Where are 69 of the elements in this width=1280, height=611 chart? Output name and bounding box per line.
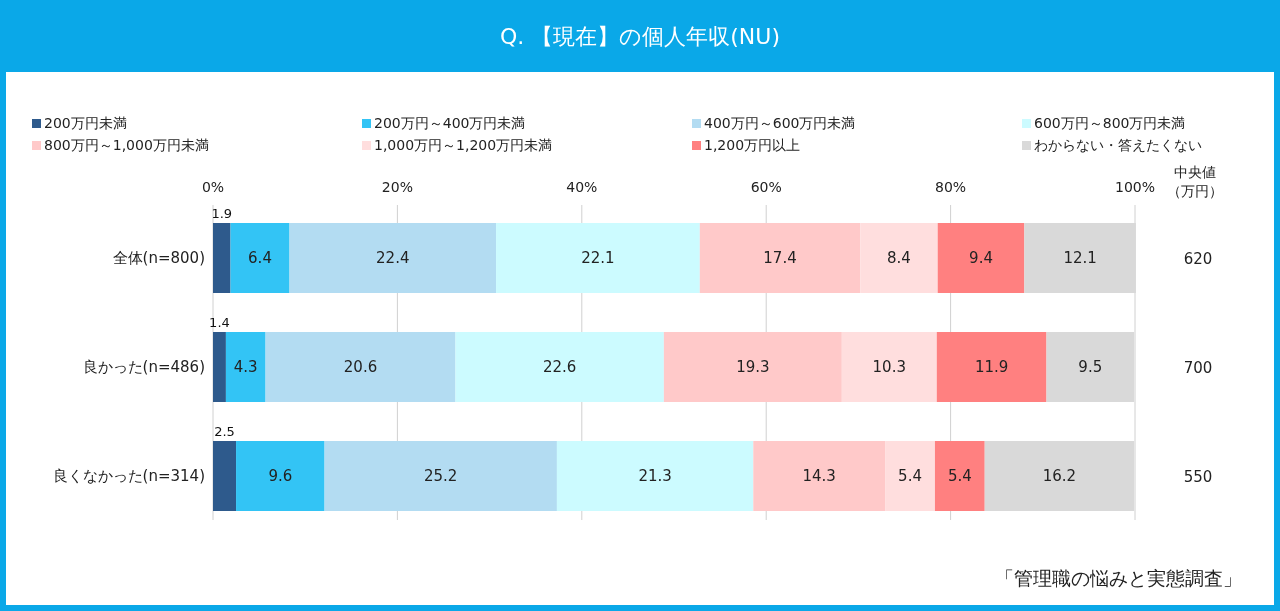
data-label: 2.5 — [214, 424, 235, 439]
text: 550 — [1183, 468, 1213, 486]
x-tick-label: 40% — [566, 179, 598, 195]
data-label: 22.6 — [542, 358, 577, 376]
bar — [663, 332, 842, 402]
data-label: 11.9 — [974, 358, 1009, 376]
bar — [265, 332, 456, 402]
text: 700 — [1183, 359, 1213, 377]
bar — [213, 441, 237, 511]
data-label: 1.9 — [211, 206, 233, 221]
legend-label: 1,200万円以上 — [704, 137, 801, 153]
bar — [934, 441, 985, 511]
bar — [225, 332, 266, 402]
data-label: 9.5 — [1078, 358, 1103, 376]
legend-label: 400万円～600万円未満 — [704, 115, 856, 131]
data-label: 4.3 — [233, 358, 258, 376]
y-tick-label: 全体(n=800) — [112, 249, 205, 267]
x-tick-label: 80% — [935, 179, 967, 195]
bar — [860, 223, 938, 293]
data-label: 10.3 — [872, 358, 906, 376]
data-label: 17.4 — [763, 249, 797, 267]
bar — [937, 223, 1025, 293]
data-label: 1.4 — [209, 315, 230, 330]
data-label: 8.4 — [887, 249, 911, 267]
data-label: 21.3 — [638, 467, 672, 485]
y-tick-label: 良くなかった(n=314) — [52, 467, 205, 485]
bar — [324, 441, 557, 511]
bar — [556, 441, 754, 511]
bar — [841, 332, 937, 402]
bar — [699, 223, 861, 293]
data-label: 5.4 — [898, 467, 922, 485]
x-tick-label: 0% — [201, 179, 225, 195]
data-label: 22.4 — [376, 249, 410, 267]
x-tick-label: 60% — [750, 179, 782, 195]
data-label: 6.4 — [248, 249, 272, 267]
bar — [496, 223, 700, 293]
x-tick-label: 100% — [1114, 179, 1156, 195]
bar — [213, 223, 231, 293]
legend-label: 600万円～800万円未満 — [1034, 115, 1186, 131]
bar — [289, 223, 497, 293]
bar — [236, 441, 325, 511]
data-label: 22.1 — [581, 249, 615, 267]
bar — [455, 332, 664, 402]
text: 620 — [1183, 250, 1213, 268]
data-label: 14.3 — [802, 467, 836, 485]
y-tick-label: 良かった(n=486) — [82, 358, 205, 376]
legend-label: 1,000万円～1,200万円未満 — [374, 137, 553, 153]
data-label: 20.6 — [343, 358, 378, 376]
bar — [936, 332, 1047, 402]
data-label: 9.4 — [969, 249, 993, 267]
bar — [885, 441, 935, 511]
legend-label: 800万円～1,000万円未満 — [44, 137, 209, 153]
text: （万円） — [1167, 183, 1223, 199]
data-label: 25.2 — [424, 467, 458, 485]
bar — [213, 332, 226, 402]
data-label: 12.1 — [1063, 249, 1097, 267]
legend-label: 200万円未満 — [44, 115, 127, 131]
data-label: 9.6 — [268, 467, 293, 485]
legend-label: 200万円～400万円未満 — [374, 115, 526, 131]
bar — [753, 441, 886, 511]
legend-label: わからない・答えたくない — [1034, 137, 1202, 153]
text: 中央値 — [1174, 164, 1216, 180]
bar — [230, 223, 290, 293]
text: 「管理職の悩みと実態調査」 — [995, 567, 1242, 589]
chart-title: Q. 【現在】の個人年収(NU) — [499, 24, 781, 49]
data-label: 19.3 — [736, 358, 770, 376]
data-label: 16.2 — [1042, 467, 1077, 485]
x-tick-label: 20% — [381, 179, 413, 195]
data-label: 5.4 — [947, 467, 972, 485]
